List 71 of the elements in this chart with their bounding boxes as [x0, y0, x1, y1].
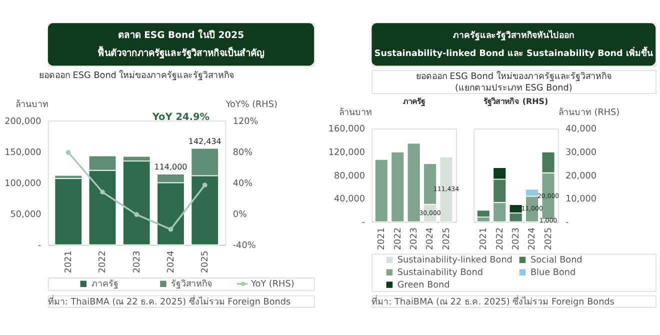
- text: (แยกตามประเภท ESG Bond): [454, 83, 572, 94]
- x-tick-label: 2023: [132, 250, 142, 274]
- chart-title: ตลาด ESG Bond ในปี 2025: [118, 29, 244, 42]
- legend-label: Green Bond: [397, 280, 450, 290]
- chart-title: รัฐวิสาหกิจ (RHS): [484, 96, 548, 107]
- y2-tick-label: 40%: [232, 178, 253, 189]
- y2-tick-label: 120%: [232, 116, 258, 127]
- y-tick-label: -: [38, 240, 42, 251]
- y2-tick-label: 40,000: [566, 124, 597, 135]
- y2-axis-title: YoY% (RHS): [224, 100, 278, 110]
- x-tick-label: 2025: [200, 250, 211, 274]
- x-tick-label: 2025: [442, 228, 452, 250]
- y2-tick-label: 30,000: [566, 148, 597, 158]
- y-tick-label: 120,000: [328, 148, 366, 158]
- x-tick-label: 2023: [409, 228, 420, 250]
- legend-label: Blue Bond: [530, 268, 576, 278]
- y-axis-title: ล้านบาท: [15, 98, 48, 110]
- x-tick-label: 2022: [495, 228, 506, 250]
- annotation: 142,434: [188, 136, 222, 146]
- y-tick-label: 80,000: [334, 171, 366, 182]
- bar: [374, 159, 388, 222]
- x-tick-label: 2021: [479, 228, 490, 250]
- legend-label: รัฐวิสาหกิจ: [171, 278, 212, 290]
- y2-axis-title: ล้านบาท (RHS): [558, 106, 620, 118]
- legend-label: Social Bond: [530, 256, 582, 266]
- point: [168, 226, 174, 232]
- x-tick-label: 2024: [166, 250, 176, 274]
- y-axis-title: ล้านบาท: [339, 106, 372, 118]
- text: Sustainability-linked Bond และ Sustainability Bond เพิ่มขึ้น: [374, 46, 653, 59]
- text: ยอดออก ESG Bond ใหม่ของภาครัฐและรัฐวิสาหกิจ: [38, 70, 234, 82]
- bar: [406, 142, 421, 222]
- y2-tick-label: -40%: [232, 240, 256, 251]
- y-tick-label: 100,000: [4, 178, 42, 189]
- bar: [54, 178, 82, 246]
- legend-label: YoY (RHS): [250, 280, 294, 290]
- x-tick-label: 2021: [64, 250, 74, 274]
- y-tick-label: 40,000: [334, 194, 366, 205]
- x-tick-label: 2023: [512, 228, 522, 250]
- y-tick-label: -: [362, 218, 366, 228]
- y2-tick-label: 10,000: [566, 194, 597, 205]
- y2-tick-label: 0%: [232, 210, 247, 220]
- y-tick-label: 160,000: [328, 124, 366, 135]
- point: [100, 190, 105, 194]
- legend-label: Sustainability-linked Bond: [397, 256, 512, 266]
- annotation: YoY 24.9%: [151, 112, 210, 123]
- text: ยอดออก ESG Bond ใหม่ของภาครัฐและรัฐวิสาหกิจ: [416, 70, 612, 82]
- y2-tick-label: 20,000: [566, 171, 597, 182]
- legend-label: ภาครัฐ: [91, 280, 118, 290]
- x-tick-label: 2024: [426, 227, 436, 250]
- chart-title: ภาครัฐ: [402, 96, 426, 107]
- x-tick-label: 2024: [528, 227, 538, 250]
- annotation: 114,000: [154, 162, 188, 172]
- y2-tick-label: 80%: [232, 148, 253, 158]
- y-tick-label: 150,000: [4, 148, 42, 158]
- x-tick-label: 2022: [393, 228, 404, 250]
- point: [66, 150, 71, 155]
- y-tick-label: 200,000: [4, 116, 42, 127]
- y2-tick-label: -: [566, 218, 569, 228]
- x-tick-label: 2022: [98, 250, 108, 274]
- point: [134, 212, 140, 217]
- point: [202, 182, 208, 188]
- bar: [390, 151, 405, 222]
- text: ที่มา: ThaiBMA (ณ 22 ธ.ค. 2025) ซึ่งไม่รวม Foreign Bonds: [48, 294, 292, 308]
- text: ที่มา: ThaiBMA (ณ 22 ธ.ค. 2025) ซึ่งไม่รวม Foreign Bonds: [372, 294, 615, 308]
- chart-subtitle: ฟื้นตัวจากภาครัฐและรัฐวิสาหกิจเป็นสำคัญ: [97, 44, 264, 59]
- legend-label: Sustainability Bond: [397, 268, 483, 278]
- text: ภาครัฐและรัฐวิสาหกิจหันไปออก: [453, 29, 574, 42]
- x-tick-label: 2025: [544, 228, 554, 250]
- bar: [476, 210, 490, 218]
- y-tick-label: 50,000: [10, 210, 42, 220]
- x-tick-label: 2021: [377, 228, 388, 250]
